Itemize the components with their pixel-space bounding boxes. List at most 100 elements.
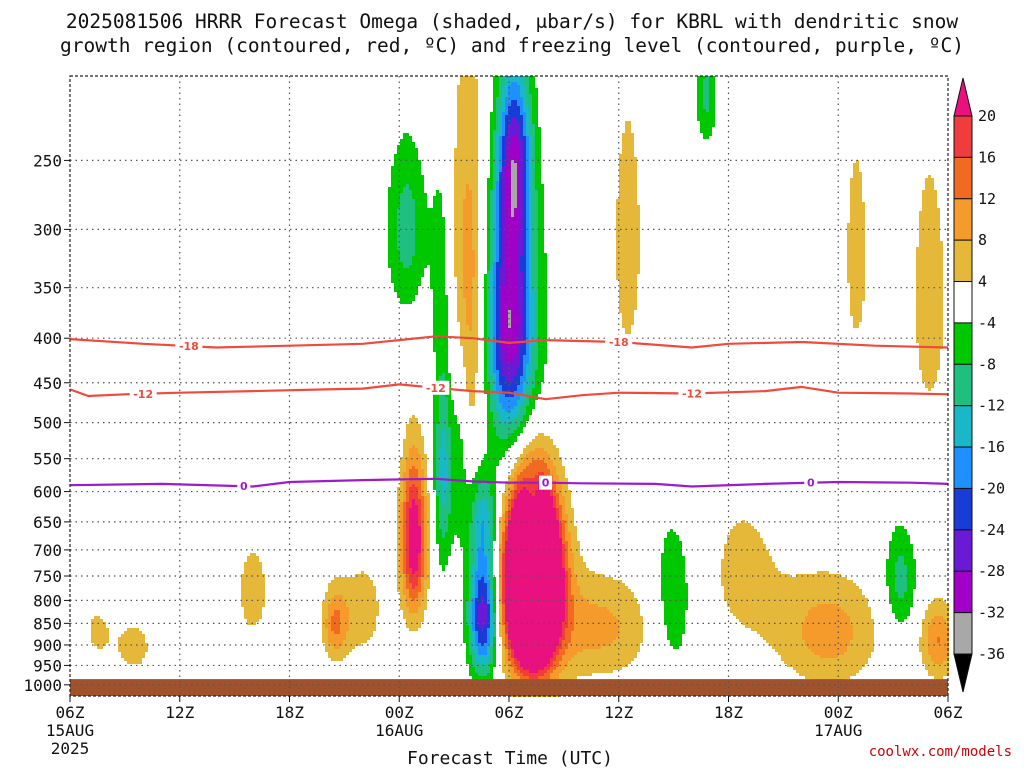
- omega-cell: [922, 307, 925, 310]
- omega-cell: [427, 247, 430, 250]
- omega-cell: [526, 130, 529, 133]
- omega-cell: [628, 283, 631, 286]
- omega-cell: [469, 253, 472, 256]
- omega-cell: [850, 268, 853, 271]
- omega-cell: [424, 235, 427, 238]
- omega-cell: [631, 283, 634, 286]
- omega-cell: [538, 352, 541, 355]
- omega-cell: [466, 244, 469, 247]
- omega-cell: [514, 346, 517, 349]
- omega-cell: [460, 298, 463, 301]
- omega-cell: [847, 271, 850, 274]
- omega-cell: [853, 247, 856, 250]
- omega-cell: [466, 91, 469, 94]
- omega-cell: [466, 280, 469, 283]
- omega-cell: [925, 235, 928, 238]
- omega-cell: [517, 106, 520, 109]
- omega-cell: [397, 169, 400, 172]
- omega-cell: [436, 277, 439, 280]
- omega-cell: [496, 259, 499, 262]
- omega-cell: [439, 262, 442, 265]
- omega-cell: [856, 319, 859, 322]
- omega-cell: [397, 289, 400, 292]
- omega-cell: [469, 166, 472, 169]
- omega-cell: [466, 343, 469, 346]
- omega-cell: [496, 283, 499, 286]
- omega-cell: [436, 373, 439, 376]
- omega-cell: [535, 226, 538, 229]
- omega-cell: [460, 175, 463, 178]
- omega-cell: [538, 208, 541, 211]
- omega-cell: [433, 229, 436, 232]
- omega-cell: [463, 253, 466, 256]
- omega-cell: [931, 244, 934, 247]
- omega-cell: [502, 157, 505, 160]
- omega-cell: [496, 157, 499, 160]
- omega-cell: [427, 235, 430, 238]
- omega-cell: [496, 196, 499, 199]
- omega-cell: [496, 361, 499, 364]
- omega-cell: [514, 232, 517, 235]
- omega-cell: [454, 244, 457, 247]
- omega-cell: [934, 214, 937, 217]
- omega-cell: [856, 325, 859, 328]
- omega-cell: [475, 358, 478, 361]
- omega-cell: [928, 199, 931, 202]
- omega-cell: [628, 226, 631, 229]
- omega-cell: [535, 391, 538, 394]
- omega-cell: [466, 103, 469, 106]
- omega-cell: [508, 283, 511, 286]
- omega-cell: [418, 214, 421, 217]
- omega-cell: [406, 274, 409, 277]
- omega-cell: [466, 259, 469, 262]
- omega-cell: [916, 325, 919, 328]
- omega-cell: [535, 307, 538, 310]
- omega-cell: [397, 229, 400, 232]
- omega-cell: [703, 112, 706, 115]
- omega-cell: [544, 304, 547, 307]
- omega-cell: [709, 88, 712, 91]
- omega-cell: [475, 118, 478, 121]
- omega-cell: [487, 178, 490, 181]
- omega-cell: [397, 151, 400, 154]
- omega-cell: [493, 220, 496, 223]
- omega-cell: [931, 355, 934, 358]
- omega-cell: [412, 175, 415, 178]
- omega-cell: [535, 154, 538, 157]
- omega-cell: [403, 160, 406, 163]
- omega-cell: [421, 256, 424, 259]
- omega-cell: [388, 253, 391, 256]
- omega-cell: [529, 175, 532, 178]
- omega-cell: [442, 262, 445, 265]
- omega-cell: [430, 274, 433, 277]
- omega-cell: [508, 250, 511, 253]
- omega-cell: [403, 223, 406, 226]
- omega-cell: [409, 301, 412, 304]
- omega-cell: [532, 283, 535, 286]
- omega-cell: [517, 313, 520, 316]
- omega-cell: [631, 211, 634, 214]
- omega-cell: [502, 193, 505, 196]
- omega-cell: [619, 301, 622, 304]
- omega-cell: [424, 259, 427, 262]
- omega-cell: [859, 298, 862, 301]
- omega-cell: [397, 244, 400, 247]
- omega-cell: [406, 184, 409, 187]
- omega-cell: [706, 103, 709, 106]
- omega-cell: [625, 199, 628, 202]
- omega-cell: [514, 289, 517, 292]
- omega-cell: [538, 214, 541, 217]
- omega-cell: [529, 355, 532, 358]
- omega-cell: [529, 136, 532, 139]
- omega-cell: [403, 247, 406, 250]
- omega-cell: [403, 256, 406, 259]
- omega-cell: [529, 277, 532, 280]
- omega-cell: [466, 340, 469, 343]
- omega-cell: [541, 322, 544, 325]
- omega-cell: [436, 280, 439, 283]
- omega-cell: [850, 235, 853, 238]
- omega-cell: [538, 145, 541, 148]
- omega-cell: [526, 298, 529, 301]
- omega-cell: [937, 331, 940, 334]
- omega-cell: [487, 355, 490, 358]
